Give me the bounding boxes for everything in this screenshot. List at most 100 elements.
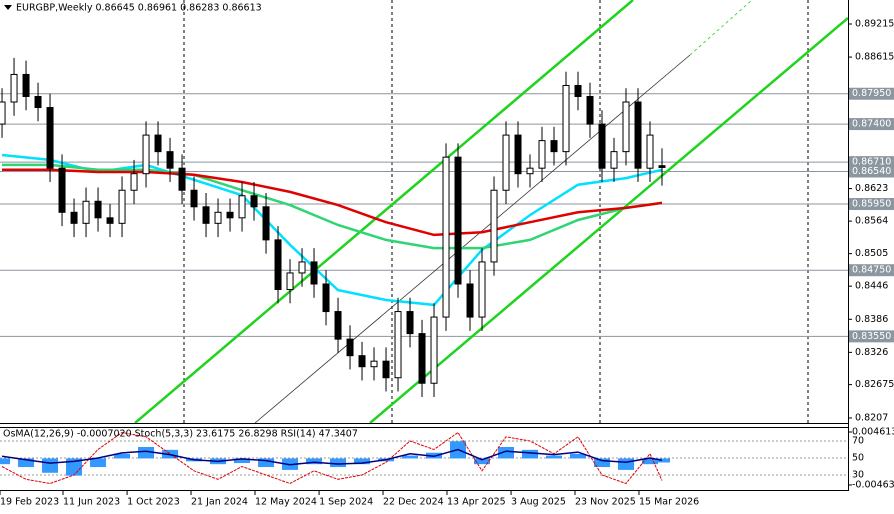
x-tick-label: 1 Oct 2023 xyxy=(127,497,180,508)
candle-body xyxy=(490,189,498,263)
level-label-box xyxy=(849,165,894,178)
candle-body xyxy=(586,95,594,125)
candle-body xyxy=(190,189,198,208)
candle-body xyxy=(46,107,54,169)
candle-body xyxy=(178,167,186,191)
x-tick-label: 19 Feb 2023 xyxy=(0,497,59,508)
level-label-box xyxy=(849,87,894,100)
moving-averages xyxy=(1,153,663,307)
candle-body xyxy=(502,134,510,191)
chart-title: EURGBP,Weekly 0.86645 0.86961 0.86283 0.… xyxy=(16,3,262,14)
candle-body xyxy=(442,156,450,318)
y-tick-label: 0.8326 xyxy=(855,347,888,358)
candle-body xyxy=(202,206,210,224)
y-tick-label: 0.8564 xyxy=(855,216,888,227)
candle-body xyxy=(106,217,114,224)
moving-average xyxy=(2,168,663,237)
candle-body xyxy=(322,283,330,313)
x-tick-label: 13 Apr 2025 xyxy=(447,497,506,508)
candle-body xyxy=(646,134,654,169)
candle-body xyxy=(130,173,138,191)
level-label-box xyxy=(849,198,894,211)
y-tick-label: 0.8207 xyxy=(855,412,888,423)
candle-body xyxy=(394,311,402,379)
candle-body xyxy=(154,134,162,153)
level-label-box xyxy=(849,156,894,169)
level-label-box xyxy=(849,118,894,131)
osma-bar xyxy=(402,455,419,459)
y-tick-label: 0.88615 xyxy=(855,52,894,63)
x-tick-label: 15 Mar 2026 xyxy=(639,497,699,508)
candle-body xyxy=(346,338,354,357)
indicator-tick-label: 30 xyxy=(852,470,864,481)
candle-body xyxy=(274,239,282,290)
osma-tick-label: -0.004631 xyxy=(852,480,894,491)
osma-bar xyxy=(546,455,563,459)
axes: 0.89215 0.88615 0.8623 0.8564 0.8505 0.8446 0.… xyxy=(0,18,894,508)
moving-average xyxy=(2,163,663,250)
menu-arrow[interactable] xyxy=(4,5,12,10)
candle-body xyxy=(574,84,582,97)
candle-body xyxy=(562,84,570,153)
osma-bar xyxy=(306,458,323,465)
rsi-line xyxy=(1,448,663,466)
channel-middle xyxy=(254,54,691,423)
x-tick-label: 11 Jun 2023 xyxy=(63,497,120,508)
osma-bar xyxy=(0,458,11,465)
candle-body xyxy=(658,165,666,168)
osma-bar xyxy=(234,458,251,464)
indicator-panel xyxy=(0,431,848,485)
x-tick-label: 21 Jan 2024 xyxy=(191,497,248,508)
candle-body xyxy=(226,211,234,219)
level-label-box xyxy=(849,264,894,277)
osma-bar xyxy=(570,453,587,459)
levels xyxy=(0,93,848,337)
level-label: 0.83550 xyxy=(852,331,891,342)
level-label: 0.87400 xyxy=(852,119,891,130)
x-tick-label: 3 Aug 2025 xyxy=(511,497,566,508)
indicator-tick-label: 50 xyxy=(852,453,864,464)
level-label-box xyxy=(849,330,894,343)
candle-body xyxy=(262,206,270,241)
level-label: 0.86540 xyxy=(852,166,891,177)
y-tick-label: 0.8386 xyxy=(855,314,888,325)
candle-body xyxy=(358,355,366,368)
level-label: 0.85950 xyxy=(852,199,891,210)
level-label: 0.86710 xyxy=(852,157,891,168)
indicator-title: OsMA(12,26,9) -0.0007020 Stoch(5,3,3) 23… xyxy=(3,429,358,440)
candle-body xyxy=(118,189,126,224)
channel-extension xyxy=(689,0,753,56)
stoch-line xyxy=(1,431,663,485)
candle-body xyxy=(478,261,486,318)
osma-bar xyxy=(594,458,611,468)
candle-body xyxy=(94,200,102,219)
osma-bar xyxy=(114,453,131,459)
candle-body xyxy=(22,73,30,97)
y-tick-label: 0.8505 xyxy=(855,248,888,259)
price-panel xyxy=(0,0,848,423)
candle-body xyxy=(286,272,294,290)
osma-bar xyxy=(498,446,515,459)
x-tick-label: 12 May 2024 xyxy=(255,497,317,508)
candle-body xyxy=(550,140,558,153)
candle-body xyxy=(466,283,474,318)
candle-body xyxy=(250,195,258,208)
candle-body xyxy=(454,156,462,285)
candle-body xyxy=(622,101,630,153)
candle-body xyxy=(238,195,246,219)
osma-bar xyxy=(90,458,107,468)
candle-body xyxy=(526,167,534,175)
candle-body xyxy=(334,311,342,340)
candle-body xyxy=(214,211,222,224)
candle-body xyxy=(70,211,78,224)
osma-bar xyxy=(618,458,635,470)
candle-body xyxy=(58,167,66,213)
y-tick-label: 0.89215 xyxy=(855,18,894,29)
x-tick-label: 23 Nov 2025 xyxy=(575,497,636,508)
osma-bar xyxy=(474,458,491,465)
candle-body xyxy=(0,101,6,125)
osma-bar xyxy=(42,458,59,473)
level-label: 0.87950 xyxy=(852,88,891,99)
candle-body xyxy=(310,261,318,285)
